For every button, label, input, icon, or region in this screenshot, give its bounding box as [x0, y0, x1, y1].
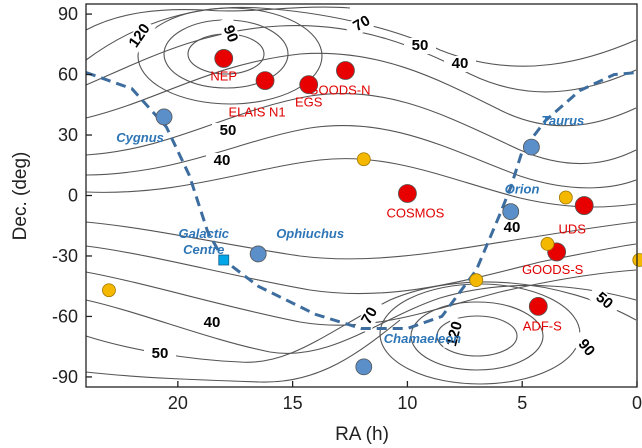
contour-label: 70 [358, 304, 381, 327]
contour-lines [85, 6, 637, 385]
y-tick-label: -60 [52, 306, 78, 326]
contour-label-bg [444, 56, 476, 72]
contour-label: 40 [204, 314, 221, 331]
contour-label-bg [196, 315, 228, 331]
contour-label: 40 [452, 55, 469, 72]
contour-label-bg [586, 284, 622, 318]
contour-label-bg [212, 123, 244, 139]
point-egs [299, 75, 319, 95]
point-ophiuchus [249, 245, 267, 263]
contour-line [410, 301, 544, 371]
x-tick-label: 5 [517, 393, 527, 413]
contour-line [85, 124, 637, 189]
series-other [102, 152, 642, 298]
point-label: ELAIS N1 [229, 105, 286, 120]
contour-line [85, 25, 637, 93]
contour-line [137, 7, 323, 105]
point-label: NEP [210, 68, 237, 83]
galactic-centre-marker [218, 254, 230, 266]
point-label: GOODS-N [308, 83, 370, 98]
galactic-plane-line [85, 71, 638, 330]
contour-label: 50 [152, 345, 169, 362]
contour-line [85, 319, 401, 383]
contour-line [85, 93, 637, 165]
point-label: UDS [558, 222, 586, 237]
x-axis-title: RA (h) [335, 424, 389, 445]
x-tick-label: 10 [397, 393, 417, 413]
point-label: Chamaeleon [384, 331, 461, 346]
point-marker [558, 190, 573, 205]
contour-line [85, 269, 637, 326]
contour-line [85, 284, 637, 354]
contour-line [436, 315, 518, 357]
point-label: COSMOS [387, 205, 445, 220]
y-tick-label: -90 [52, 367, 78, 387]
contour-label-bg [355, 298, 385, 334]
galactic-centre-label: Centre [183, 242, 224, 257]
point-marker [102, 283, 116, 298]
point-uds [574, 196, 594, 215]
point-label: Ophiuchus [276, 226, 344, 241]
contour-label: 40 [214, 152, 231, 169]
point-label: Cygnus [116, 130, 164, 145]
point-marker [469, 273, 484, 288]
contour-line [85, 221, 637, 260]
series-star-forming-regions: Cygnus Ophiuchus Taurus Orion Chamaeleon [116, 108, 584, 376]
y-tick-label: 0 [68, 186, 78, 206]
contour-line [85, 52, 637, 127]
point-label: GOODS-S [522, 262, 584, 277]
x-tick-label: 15 [283, 393, 303, 413]
x-tick-label: 20 [168, 393, 188, 413]
point-cosmos [398, 184, 417, 203]
contour-label-bg [443, 316, 467, 352]
contour-label-bg [124, 18, 156, 54]
contour-label-bg [206, 153, 238, 169]
point-label: ADF-S [523, 318, 562, 333]
contour-label-bg [144, 346, 176, 362]
contour-label: 50 [220, 122, 237, 139]
contour-label: 40 [504, 219, 521, 236]
contour-label: 120 [443, 320, 466, 349]
contour-label-bg [569, 330, 603, 366]
point-cygnus [155, 108, 173, 126]
point-marker [540, 236, 555, 251]
contour-label-bg [404, 38, 436, 54]
contour-label: 50 [412, 37, 429, 54]
point-label: EGS [295, 95, 323, 110]
contour-label-bg [496, 220, 528, 236]
y-axis-title: Dec. (deg) [10, 152, 31, 241]
point-orion [502, 203, 520, 221]
x-tick-label: 0 [632, 393, 642, 413]
point-chamaeleon [355, 358, 373, 376]
point-nep [214, 49, 234, 68]
point-marker [356, 152, 371, 167]
y-tick-label: 60 [58, 65, 78, 85]
contour-line [85, 6, 351, 31]
galactic-centre-label: Galactic [178, 226, 229, 241]
y-tick-label: -30 [52, 246, 78, 266]
point-taurus [522, 138, 540, 156]
y-tick-label: 30 [58, 125, 78, 145]
point-label: Orion [505, 182, 540, 197]
contour-line [85, 243, 637, 295]
point-adf-s [528, 296, 548, 316]
contour-label: 90 [220, 23, 242, 44]
contour-label: 70 [350, 12, 373, 35]
y-tick-label: 90 [58, 4, 78, 24]
contour-label-bg [217, 16, 243, 52]
point-goods-n [336, 61, 355, 80]
contour-label-bg [344, 9, 380, 39]
point-elais-n1 [255, 71, 275, 90]
point-label: Taurus [541, 113, 584, 128]
